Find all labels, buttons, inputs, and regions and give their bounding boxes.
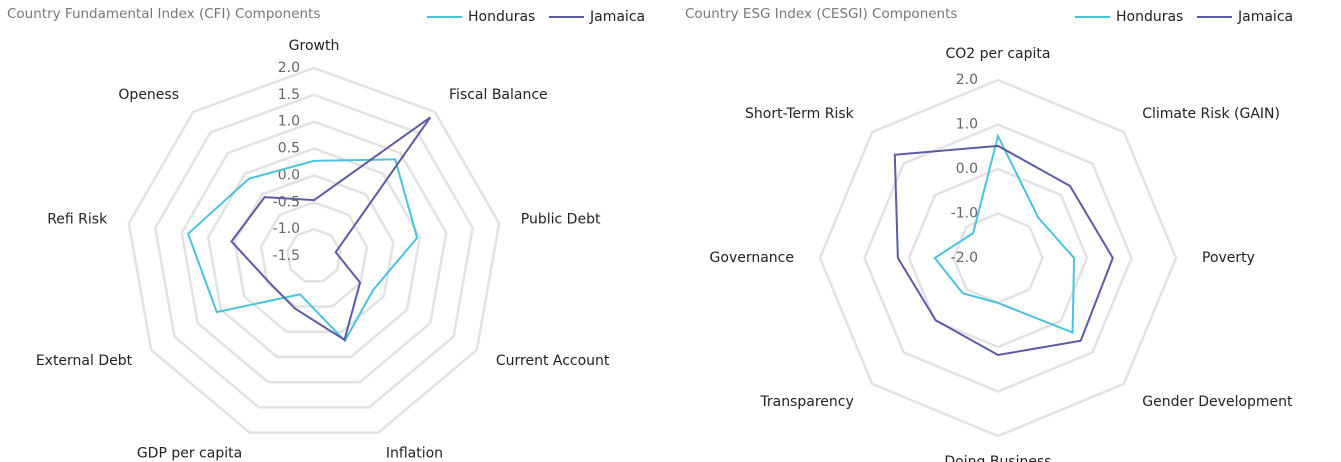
tick-label: -1.0 — [951, 206, 978, 222]
legend-label: Jamaica — [1237, 9, 1293, 25]
axis-label: Inflation — [386, 445, 443, 461]
grid-ring — [127, 66, 501, 434]
tick-label: 1.0 — [956, 117, 978, 133]
axis-label: Growth — [289, 38, 340, 54]
grid-ring — [259, 200, 369, 308]
grid-ring — [180, 120, 448, 384]
series-line — [186, 158, 419, 343]
series-line — [230, 116, 432, 342]
axis-label: Climate Risk (GAIN) — [1142, 106, 1280, 122]
tick-label: -2.0 — [951, 250, 978, 266]
axis-label: Refi Risk — [47, 212, 108, 228]
chart-title: Country ESG Index (CESGI) Components — [685, 6, 957, 22]
tick-label: 0.5 — [278, 141, 300, 157]
axis-label: GDP per capita — [137, 445, 242, 461]
tick-label: 1.0 — [278, 114, 300, 130]
axis-label: Doing Business — [944, 454, 1051, 462]
axis-label: Public Debt — [521, 212, 601, 228]
grid-ring — [907, 167, 1089, 349]
tick-label: 2.0 — [278, 60, 300, 76]
tick-label: -0.5 — [273, 194, 300, 210]
axis-label: Current Account — [496, 353, 610, 369]
grid-ring — [863, 123, 1133, 393]
axis-label: Fiscal Balance — [449, 87, 548, 103]
legend-label: Jamaica — [589, 9, 645, 25]
grid-ring — [153, 93, 475, 409]
axis-label: Short-Term Risk — [745, 106, 855, 122]
grid-ring — [206, 147, 422, 359]
series-line — [933, 133, 1076, 335]
axis-label: Openess — [118, 87, 179, 103]
axis-label: CO2 per capita — [946, 46, 1051, 62]
axis-label: External Debt — [36, 353, 133, 369]
axis-label: Transparency — [759, 394, 853, 410]
series-line — [893, 144, 1114, 357]
axis-label: Gender Development — [1142, 394, 1293, 410]
legend-label: Honduras — [468, 9, 535, 25]
grid-ring — [818, 78, 1178, 438]
chart-title: Country Fundamental Index (CFI) Componen… — [7, 6, 320, 22]
grid-ring — [286, 227, 342, 283]
tick-label: 0.0 — [956, 161, 978, 177]
tick-label: 1.5 — [278, 87, 300, 103]
legend-label: Honduras — [1116, 9, 1183, 25]
tick-label: 0.0 — [278, 167, 300, 183]
tick-label: -1.0 — [273, 221, 300, 237]
tick-label: -1.5 — [273, 248, 300, 264]
axis-label: Poverty — [1202, 250, 1255, 266]
axis-label: Governance — [710, 250, 794, 266]
tick-label: 2.0 — [956, 72, 978, 88]
